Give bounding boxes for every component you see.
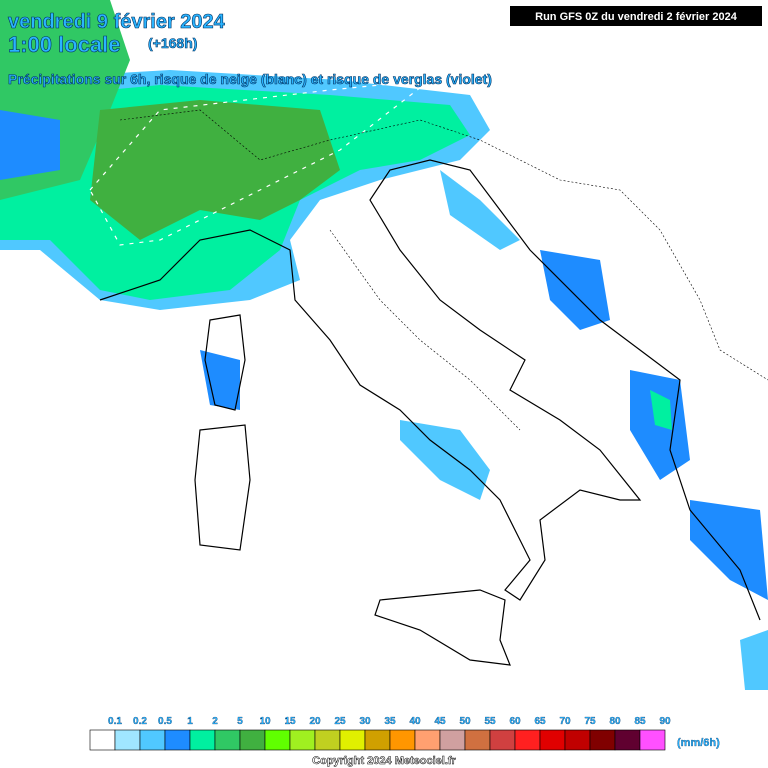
legend-label: 90 xyxy=(659,716,671,727)
legend-label: 35 xyxy=(384,716,396,727)
legend-swatch xyxy=(589,729,616,751)
copyright: Copyright 2024 Meteociel.fr xyxy=(312,755,456,767)
legend-swatch xyxy=(289,729,316,751)
legend-label: 45 xyxy=(434,716,446,727)
legend-label: 15 xyxy=(284,716,296,727)
run-box xyxy=(510,6,762,26)
precip-area xyxy=(200,350,240,410)
legend-label: 65 xyxy=(534,716,546,727)
legend-swatch xyxy=(489,729,516,751)
legend-swatch xyxy=(339,729,366,751)
precip-area xyxy=(90,100,340,240)
subtitle: Précipitations sur 6h, risque de neige (… xyxy=(8,71,492,87)
precip-area xyxy=(740,630,768,690)
legend-label: 0.5 xyxy=(158,716,172,727)
legend-label: 70 xyxy=(559,716,571,727)
region-border xyxy=(329,229,521,431)
legend-swatch xyxy=(89,729,116,751)
legend-swatch xyxy=(314,729,341,751)
legend-swatch xyxy=(189,729,216,751)
legend-swatch xyxy=(239,729,266,751)
legend-swatch xyxy=(614,729,641,751)
precip-area xyxy=(400,420,490,500)
sicily xyxy=(374,589,511,666)
forecast-time: 1:00 locale xyxy=(8,32,121,57)
legend-label: 55 xyxy=(484,716,496,727)
legend-swatch xyxy=(214,729,241,751)
run-info: Run GFS 0Z du vendredi 2 février 2024 xyxy=(535,11,738,23)
legend-label: 0.1 xyxy=(108,716,122,727)
legend-unit: (mm/6h) xyxy=(677,737,720,749)
legend-swatch xyxy=(539,729,566,751)
legend-label: 10 xyxy=(259,716,271,727)
legend: 0.1 0.2 0.5 1 2 5 10 15 20 25 30 35 40 45 50 55 60 65 70 75… xyxy=(89,716,720,751)
sardinia xyxy=(194,424,251,551)
precip-area xyxy=(650,390,672,430)
legend-label: 2 xyxy=(212,716,218,727)
corsica xyxy=(204,314,246,411)
legend-label: 60 xyxy=(509,716,521,727)
precip-area xyxy=(440,170,520,250)
legend-label: 50 xyxy=(459,716,471,727)
precip-area xyxy=(540,250,610,330)
legend-swatch xyxy=(414,729,441,751)
precipitation xyxy=(0,0,768,690)
legend-swatch xyxy=(514,729,541,751)
legend-label: 75 xyxy=(584,716,596,727)
legend-label: 25 xyxy=(334,716,346,727)
legend-label: 30 xyxy=(359,716,371,727)
legend-swatch xyxy=(164,729,191,751)
legend-swatch xyxy=(564,729,591,751)
precip-area xyxy=(0,110,60,180)
legend-label: 80 xyxy=(609,716,621,727)
legend-swatch xyxy=(264,729,291,751)
legend-label: 85 xyxy=(634,716,646,727)
legend-swatch xyxy=(114,729,141,751)
legend-label: 40 xyxy=(409,716,421,727)
legend-swatch xyxy=(639,729,666,751)
coastline xyxy=(99,159,761,621)
legend-swatch xyxy=(364,729,391,751)
legend-label: 1 xyxy=(187,716,193,727)
precip-area xyxy=(690,500,768,600)
legend-swatch xyxy=(139,729,166,751)
legend-label: 20 xyxy=(309,716,321,727)
legend-swatch xyxy=(439,729,466,751)
legend-swatch xyxy=(389,729,416,751)
legend-label: 0.2 xyxy=(133,716,147,727)
legend-swatch xyxy=(464,729,491,751)
lead-time: (+168h) xyxy=(148,35,197,51)
coastlines xyxy=(99,109,768,666)
legend-label: 5 xyxy=(237,716,243,727)
forecast-date: vendredi 9 février 2024 xyxy=(8,11,226,33)
border xyxy=(119,109,768,381)
